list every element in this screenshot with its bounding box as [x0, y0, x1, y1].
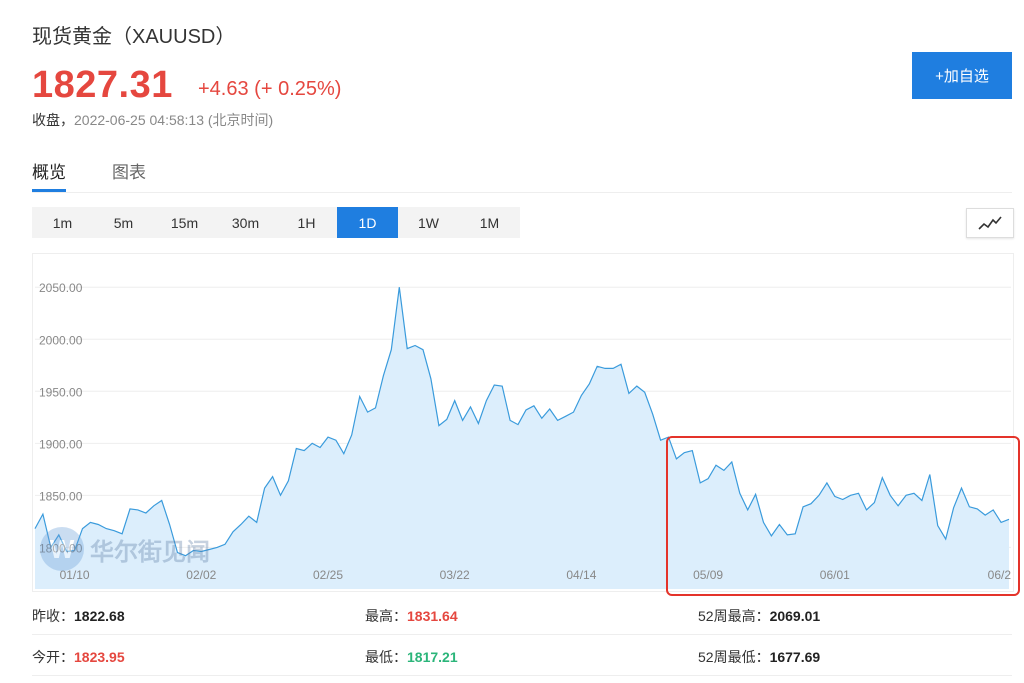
x-tick-label: 02/25 — [313, 568, 343, 582]
stat-value: 1817.21 — [407, 649, 458, 665]
y-tick-label: 2000.00 — [39, 333, 83, 347]
stat-value: 1823.95 — [74, 649, 125, 665]
chart-type-toggle[interactable] — [966, 208, 1014, 238]
range-1h-button[interactable]: 1H — [297, 214, 316, 231]
price-chart-svg: 1800.00 1850.00 1900.00 1950.00 2000.00 2050.… — [34, 281, 1012, 589]
x-tick-label: 01/10 — [60, 568, 90, 582]
stat-label: 52周最高： — [698, 608, 770, 624]
price-line — [34, 287, 1010, 557]
divider — [32, 634, 1012, 635]
close-time: 2022-06-25 04:58:13 (北京时间) — [74, 112, 274, 128]
price-area — [35, 287, 1009, 589]
x-tick-label: 05/09 — [693, 568, 723, 582]
stat-label: 昨收： — [32, 608, 74, 624]
highlight-annotation-box — [666, 436, 1020, 596]
line-chart-icon — [978, 216, 1002, 230]
current-price: 1827.31 — [32, 64, 173, 106]
stat-value: 1831.64 — [407, 608, 458, 624]
stat-high: 最高：1831.64 — [365, 606, 458, 626]
stat-open: 今开：1823.95 — [32, 647, 125, 667]
stat-52w-high: 52周最高：2069.01 — [698, 606, 820, 626]
watermark: W 华尔街见闻 — [40, 527, 210, 571]
price-change: +4.63 (+ 0.25%) — [198, 78, 341, 101]
range-15m-button[interactable]: 15m — [170, 214, 199, 231]
range-30m-button[interactable]: 30m — [231, 214, 260, 231]
y-tick-label: 1950.00 — [39, 385, 83, 399]
stat-value: 1822.68 — [74, 608, 125, 624]
watermark-logo: W — [40, 527, 84, 571]
y-tick-label: 1800.00 — [39, 541, 83, 555]
range-selector: 1m 5m 15m 30m 1H 1D 1W 1M — [32, 207, 520, 238]
range-5m-button[interactable]: 5m — [113, 214, 134, 231]
tab-overview[interactable]: 概览 — [32, 158, 66, 192]
close-label: 收盘， — [32, 112, 74, 128]
y-tick-label: 1900.00 — [39, 437, 83, 451]
x-tick-label: 04/14 — [566, 568, 596, 582]
stat-low: 最低：1817.21 — [365, 647, 458, 667]
change-value: +4.63 — [198, 78, 249, 100]
stat-value: 1677.69 — [769, 649, 821, 665]
y-tick-label: 2050.00 — [39, 281, 83, 295]
x-tick-label: 02/02 — [186, 568, 216, 582]
stat-label: 最高： — [365, 608, 407, 624]
stat-label: 52周最低： — [698, 649, 770, 665]
tab-bar: 概览 图表 — [32, 158, 1012, 193]
divider — [32, 675, 1012, 676]
x-tick-label: 06/2 — [988, 568, 1012, 582]
stat-value: 2069.01 — [769, 608, 821, 624]
x-tick-label: 03/22 — [440, 568, 470, 582]
range-1w-button[interactable]: 1W — [418, 214, 439, 231]
page-title: 现货黄金（XAUUSD） — [32, 26, 236, 48]
x-tick-label: 06/01 — [820, 568, 850, 582]
y-tick-label: 1850.00 — [39, 489, 83, 503]
close-info: 收盘，2022-06-25 04:58:13 (北京时间) — [32, 110, 273, 130]
range-1mo-button[interactable]: 1M — [479, 214, 500, 231]
change-percent: (+ 0.25%) — [254, 78, 342, 100]
range-1m-button[interactable]: 1m — [52, 214, 73, 231]
range-1d-button[interactable]: 1D — [337, 207, 398, 238]
watermark-text: 华尔街见闻 — [90, 536, 210, 566]
stat-52w-low: 52周最低：1677.69 — [698, 647, 820, 667]
add-watchlist-button[interactable]: +加自选 — [912, 52, 1012, 99]
tab-chart[interactable]: 图表 — [112, 163, 146, 182]
stat-label: 今开： — [32, 649, 74, 665]
stat-label: 最低： — [365, 649, 407, 665]
price-chart: 1800.00 1850.00 1900.00 1950.00 2000.00 2050.… — [32, 253, 1014, 592]
stat-prev-close: 昨收：1822.68 — [32, 606, 125, 626]
